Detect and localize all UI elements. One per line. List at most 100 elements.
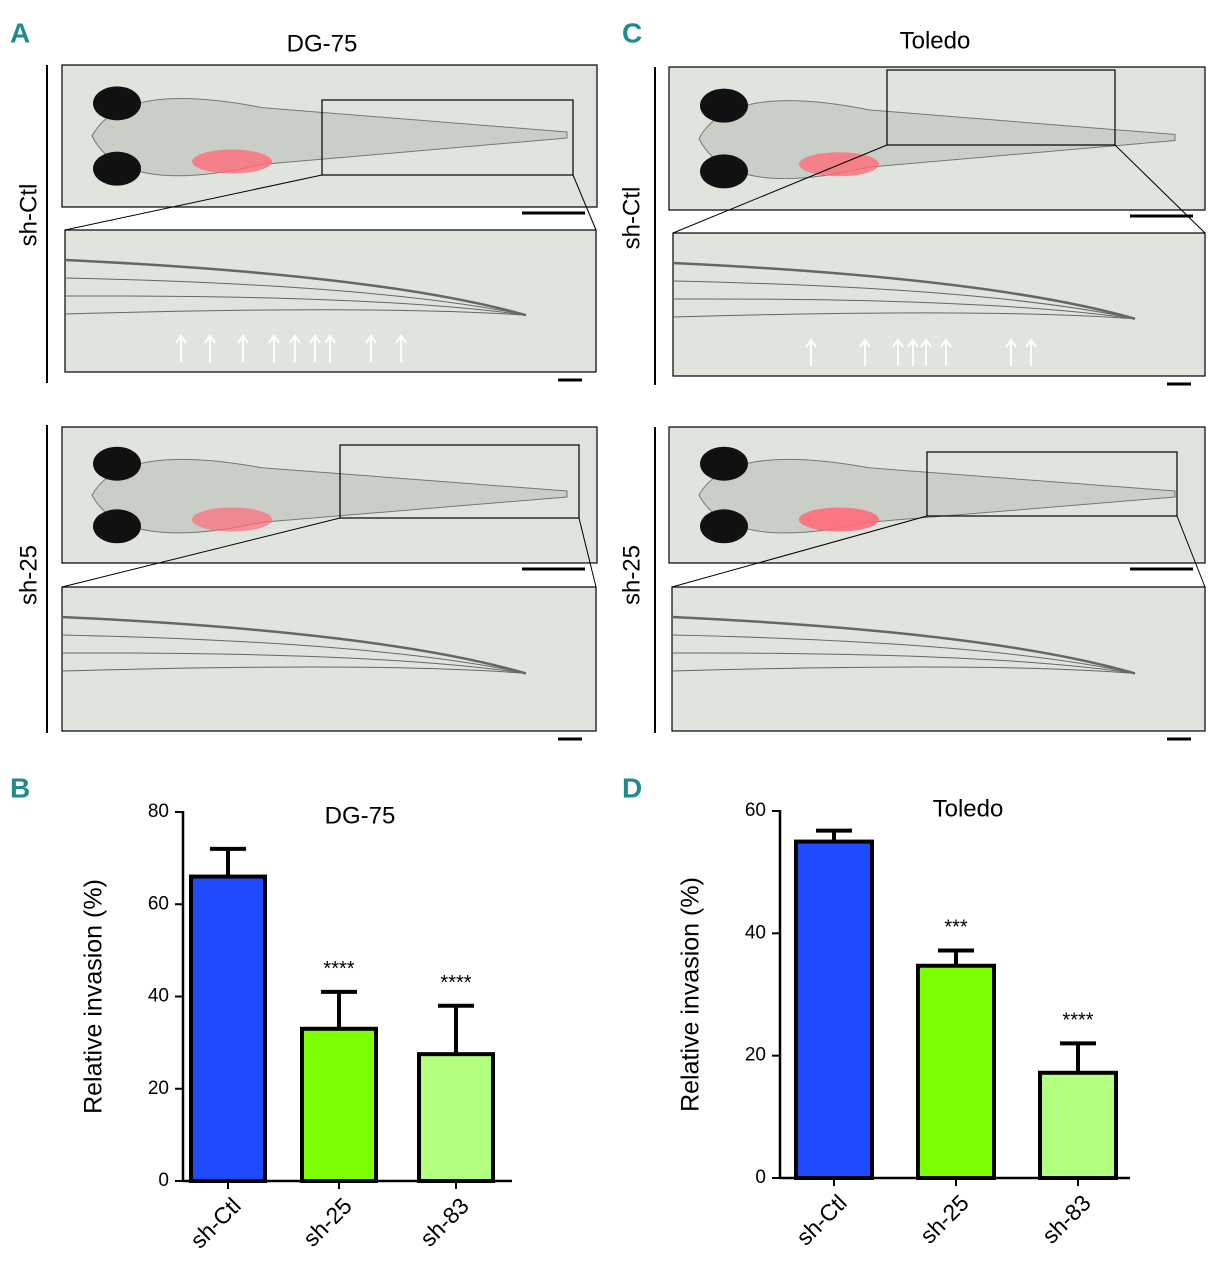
fin-ray <box>672 312 1136 320</box>
x-tick-label: sh-25 <box>915 1189 974 1248</box>
x-tick-label: sh-Ctl <box>185 1192 246 1253</box>
arrow <box>204 334 216 362</box>
fin-ray <box>64 277 527 316</box>
fin-ray <box>671 634 1136 674</box>
bar <box>417 1052 495 1183</box>
y-tick-label: 0 <box>755 1167 766 1188</box>
bar <box>1038 1070 1118 1180</box>
arrow <box>859 338 871 366</box>
image <box>672 232 1206 377</box>
x-tick-label: sh-Ctl <box>791 1189 852 1250</box>
y-tick-label: 80 <box>148 801 169 822</box>
inset-box <box>339 444 580 519</box>
bar <box>300 1026 378 1183</box>
arrow <box>892 338 904 366</box>
fin-ray <box>61 634 527 674</box>
zoom-line <box>572 174 597 231</box>
arrow <box>175 334 187 362</box>
row-label: sh-25 <box>618 545 645 605</box>
fin-ray <box>671 615 1136 675</box>
arrow <box>237 334 249 362</box>
panel-title: Toledo <box>900 27 971 54</box>
panel-label: D <box>622 772 642 803</box>
arrow <box>907 338 919 366</box>
arrow <box>920 338 932 366</box>
arrow <box>268 334 280 362</box>
significance: **** <box>440 972 471 994</box>
fin-ray <box>671 652 1136 674</box>
y-tick-label: 40 <box>745 922 766 943</box>
bar <box>189 874 267 1183</box>
y-tick-label: 20 <box>745 1045 766 1066</box>
row-label: sh-Ctl <box>618 187 645 250</box>
eye <box>93 446 141 481</box>
bar <box>916 963 996 1180</box>
chart-title: DG-75 <box>325 802 396 829</box>
fin-ray <box>61 666 527 674</box>
fin-ray <box>64 258 527 317</box>
zoom-line <box>671 515 928 588</box>
significance: **** <box>323 958 354 980</box>
panel-label: C <box>622 17 642 48</box>
fluorescence <box>192 507 272 532</box>
fin-ray <box>672 280 1136 320</box>
zoom-line <box>578 517 597 588</box>
eye <box>700 154 748 189</box>
inset-box <box>886 69 1116 146</box>
micrographs <box>46 64 1206 741</box>
x-tick-label: sh-83 <box>415 1192 474 1251</box>
inset-box <box>321 99 574 176</box>
zoom-line <box>64 174 323 231</box>
panel-label: A <box>10 17 30 48</box>
fin-ray <box>64 309 527 316</box>
row-label: sh-Ctl <box>15 184 42 247</box>
fin-ray <box>64 295 527 316</box>
arrow <box>365 334 377 362</box>
eye <box>93 86 141 121</box>
arrow <box>309 334 321 362</box>
significance: **** <box>1062 1010 1093 1032</box>
eye <box>93 509 141 544</box>
fin-ray <box>671 666 1136 674</box>
y-tick-label: 60 <box>745 800 766 821</box>
arrow <box>1005 338 1017 366</box>
fin-ray <box>672 261 1136 321</box>
image <box>61 586 597 732</box>
x-tick-label: sh-83 <box>1037 1189 1096 1248</box>
inset-box <box>926 451 1178 517</box>
arrow <box>289 334 301 362</box>
row-label: sh-25 <box>15 545 42 605</box>
y-tick-label: 40 <box>148 986 169 1007</box>
eye <box>93 151 141 186</box>
fluorescence <box>192 149 272 174</box>
chart-title: Toledo <box>933 795 1004 822</box>
fin-ray <box>61 615 527 675</box>
fin-ray <box>61 652 527 674</box>
arrow <box>395 334 407 362</box>
zoom-line <box>1176 515 1206 588</box>
y-tick-label: 60 <box>148 893 169 914</box>
y-axis-label: Relative invasion (%) <box>677 877 705 1112</box>
eye <box>700 446 748 481</box>
arrow <box>805 338 817 366</box>
significance: *** <box>944 917 968 939</box>
image <box>671 586 1206 732</box>
y-axis-label: Relative invasion (%) <box>80 879 108 1114</box>
eye <box>700 509 748 544</box>
bar <box>794 839 874 1180</box>
fluorescence <box>799 507 879 532</box>
zoom-line <box>672 144 888 234</box>
arrow <box>940 338 952 366</box>
panel-label: B <box>10 772 30 803</box>
zoom-line <box>61 517 341 588</box>
y-tick-label: 0 <box>158 1170 169 1191</box>
fin-ray <box>672 298 1136 320</box>
eye <box>700 88 748 123</box>
panel-title: DG-75 <box>287 30 358 57</box>
y-tick-label: 20 <box>148 1078 169 1099</box>
arrow <box>324 334 336 362</box>
x-tick-label: sh-25 <box>298 1192 357 1251</box>
zoom-line <box>1114 144 1206 234</box>
arrow <box>1025 338 1037 366</box>
